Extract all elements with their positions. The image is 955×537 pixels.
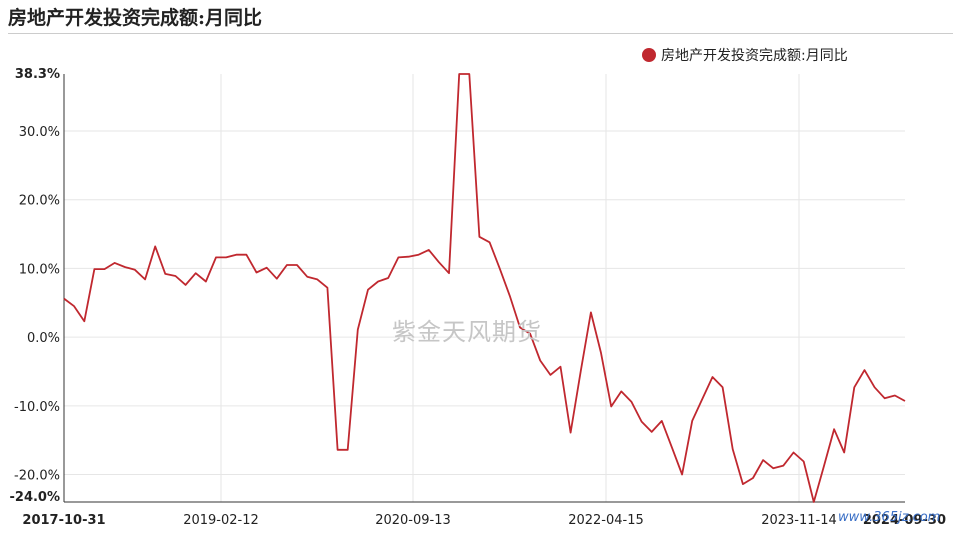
x-tick-label: 2023-11-14	[761, 513, 837, 528]
y-tick-labels: -24.0% -20.0% -10.0% 0.0% 10.0% 20.0% 30.0% 38.…	[10, 67, 61, 505]
legend-dot-icon	[642, 48, 656, 62]
series-line	[63, 73, 906, 503]
series-layer	[63, 73, 906, 503]
y-tick-label: -24.0%	[10, 490, 61, 505]
legend[interactable]: 房地产开发投资完成额:月同比	[642, 45, 848, 65]
x-tick-label: 2020-09-13	[375, 513, 451, 528]
x-tick-label: 2017-10-31	[22, 513, 105, 528]
y-tick-label: 30.0%	[19, 125, 60, 140]
x-tick-label: 2022-04-15	[568, 513, 644, 528]
x-tick-label: 2019-02-12	[183, 513, 259, 528]
y-tick-label: 38.3%	[15, 67, 60, 82]
watermark-site: www.365jz.com	[838, 510, 941, 525]
x-tick-label: 2024-09-30	[863, 513, 946, 528]
x-gridlines	[220, 74, 800, 502]
y-tick-label: 10.0%	[19, 262, 60, 277]
x-tick-labels: 2017-10-31 2019-02-12 2020-09-13 2022-04-15…	[22, 513, 946, 528]
watermark-text: 紫金天风期货	[392, 318, 542, 346]
legend-label: 房地产开发投资完成额:月同比	[661, 48, 848, 64]
y-tick-label: 0.0%	[27, 331, 60, 346]
title-divider	[8, 33, 953, 34]
y-tick-label: -20.0%	[14, 469, 60, 484]
y-tick-label: -10.0%	[14, 400, 60, 415]
chart-title: 房地产开发投资完成额:月同比	[8, 7, 263, 29]
y-gridlines	[64, 130, 905, 476]
y-tick-label: 20.0%	[19, 194, 60, 209]
